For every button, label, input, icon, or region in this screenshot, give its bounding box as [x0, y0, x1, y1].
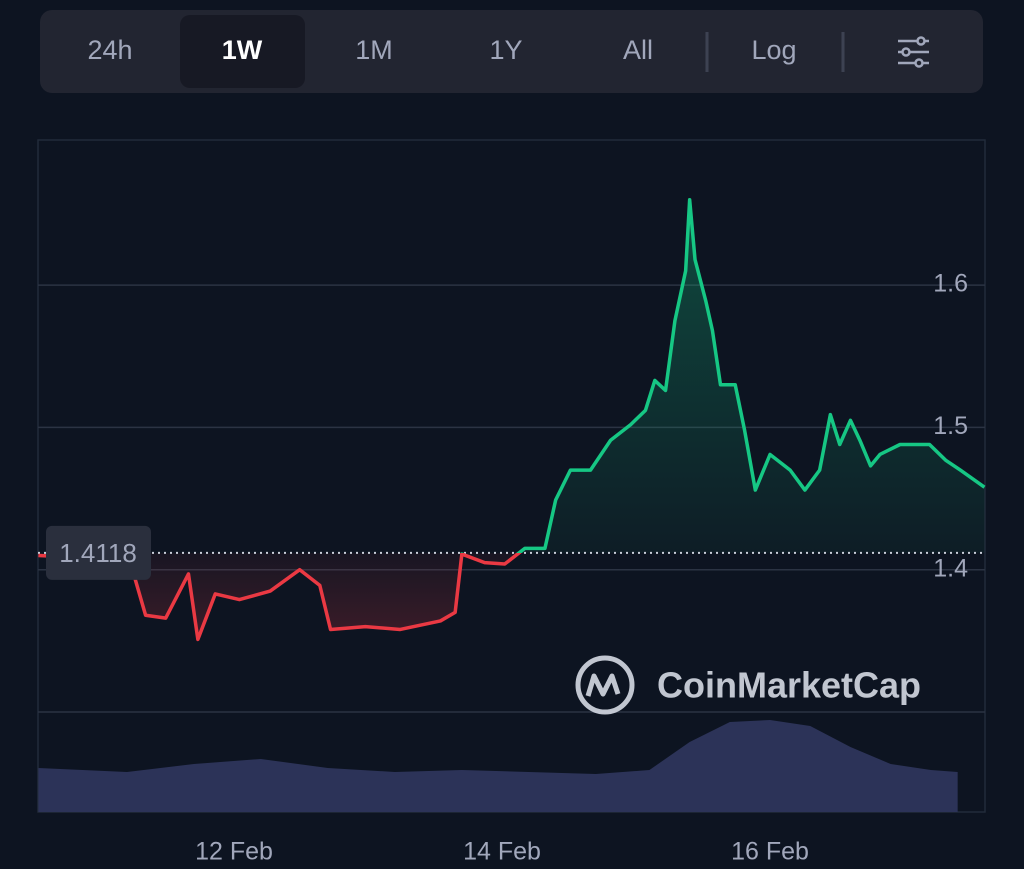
toolbar-button[interactable]: 24h — [87, 35, 132, 65]
selected-button — [180, 15, 305, 88]
price-line — [38, 198, 986, 642]
x-tick-label: 12 Feb — [195, 838, 273, 866]
volume-area — [38, 720, 958, 812]
y-tick-label: 1.4 — [933, 554, 968, 582]
watermark: CoinMarketCap — [575, 655, 921, 715]
plot: 1.4 1.5 1.6 12 Feb 14 Feb 16 Feb 1.4118 — [38, 198, 986, 866]
reference-label-box — [46, 525, 151, 580]
y-tick-label: 1.5 — [933, 412, 968, 440]
toolbar-button[interactable]: 1M — [355, 35, 393, 65]
settings-icon[interactable] — [898, 36, 929, 68]
toolbar-button[interactable]: Log — [751, 35, 796, 65]
x-tick-label: 16 Feb — [731, 838, 809, 866]
watermark-text: CoinMarketCap — [657, 665, 921, 706]
toolbar-button[interactable]: 1Y — [489, 35, 522, 65]
price-area — [38, 199, 985, 640]
toolbar-buttons: 24h 1W 1M 1Y All Log — [87, 15, 797, 88]
x-tick-label: 14 Feb — [463, 838, 541, 866]
y-tick-label: 1.6 — [933, 270, 968, 298]
reference-label: 1.4118 — [59, 538, 137, 568]
toolbar-button[interactable]: 1W — [222, 35, 263, 65]
toolbar-button[interactable]: All — [623, 35, 653, 65]
